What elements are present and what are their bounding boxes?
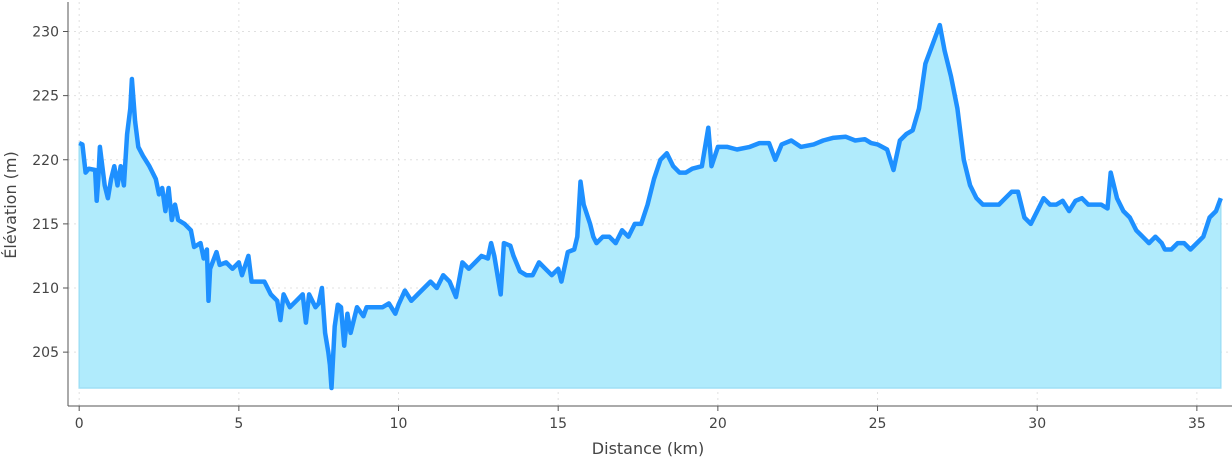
- x-tick-label: 5: [234, 416, 243, 432]
- y-tick-label: 205: [32, 345, 59, 361]
- y-tick-label: 225: [32, 89, 59, 105]
- x-axis-ticks: 0 5 10 15 20 25 30 35: [75, 406, 1206, 432]
- x-tick-label: 30: [1028, 416, 1046, 432]
- x-tick-label: 20: [709, 416, 727, 432]
- y-tick-label: 210: [32, 281, 59, 297]
- x-axis-label: Distance (km): [592, 439, 704, 458]
- elevation-line: [78, 22, 1223, 391]
- y-tick-label: 220: [32, 153, 59, 169]
- axes: [67, 2, 1232, 407]
- y-axis-label: Élévation (m): [1, 151, 20, 258]
- x-tick-label: 10: [390, 416, 408, 432]
- x-tick-label: 15: [549, 416, 567, 432]
- y-tick-label: 230: [32, 24, 59, 40]
- x-tick-label: 0: [75, 416, 84, 432]
- x-tick-label: 25: [869, 416, 887, 432]
- y-axis-ticks: 205 210 215 220 225 230: [32, 24, 68, 361]
- x-tick-label: 35: [1188, 416, 1206, 432]
- y-tick-label: 215: [32, 217, 59, 233]
